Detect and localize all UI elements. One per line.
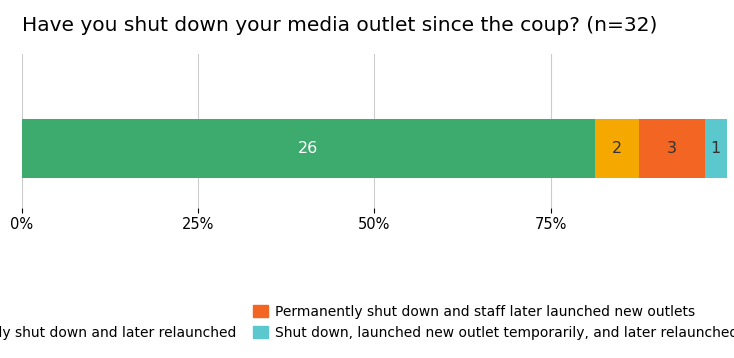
Text: 3: 3 xyxy=(666,141,677,156)
Legend: No, Temporarily shut down and later relaunched, Permanently shut down and staff : No, Temporarily shut down and later rela… xyxy=(0,299,734,345)
Text: 2: 2 xyxy=(611,141,622,156)
Text: Have you shut down your media outlet since the coup? (n=32): Have you shut down your media outlet sin… xyxy=(22,16,658,35)
Bar xyxy=(705,119,727,178)
Text: 1: 1 xyxy=(711,141,721,156)
Bar xyxy=(595,119,639,178)
Bar xyxy=(639,119,705,178)
Text: 26: 26 xyxy=(298,141,319,156)
Bar xyxy=(22,119,595,178)
